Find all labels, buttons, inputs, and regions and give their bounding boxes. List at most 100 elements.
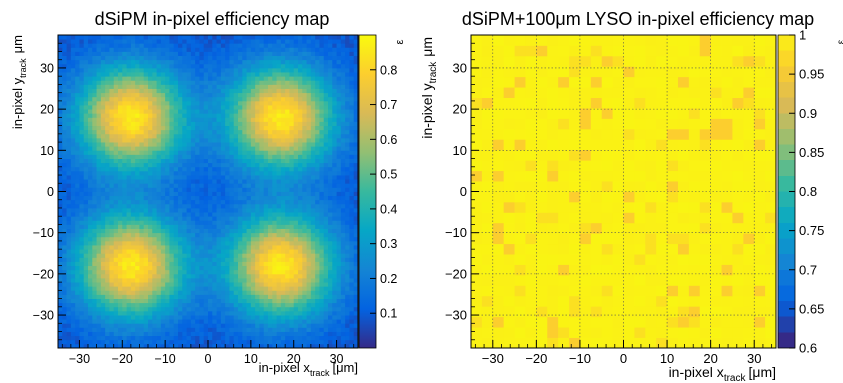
heatmap-cell — [220, 273, 226, 279]
heatmap-cell — [122, 224, 127, 229]
heatmap-cell — [152, 175, 157, 180]
heatmap-cell — [143, 117, 149, 122]
heatmap-cell — [75, 253, 80, 258]
heatmap-cell — [165, 302, 170, 308]
heatmap-cell — [276, 187, 282, 192]
heatmap-cell — [195, 290, 200, 295]
heatmap-cell — [83, 265, 89, 271]
heatmap-cell — [182, 216, 187, 221]
heatmap-cell — [238, 339, 243, 345]
heatmap-cell — [96, 142, 102, 147]
heatmap-cell — [315, 67, 320, 73]
heatmap-cell — [173, 113, 179, 118]
heatmap-cell — [203, 125, 209, 131]
heatmap-cell — [332, 55, 337, 61]
heatmap-cell — [75, 224, 80, 229]
heatmap-cell — [293, 319, 299, 324]
heatmap-cell — [246, 187, 252, 192]
heatmap-cell — [345, 183, 350, 188]
heatmap-cell — [263, 84, 269, 89]
heatmap-cell — [233, 343, 239, 349]
heatmap-cell — [272, 80, 277, 85]
heatmap-cell — [152, 88, 157, 94]
heatmap-cell — [195, 96, 200, 102]
heatmap-cell — [345, 245, 350, 250]
heatmap-cell — [332, 80, 337, 85]
heatmap-cell — [130, 302, 136, 308]
heatmap-cell — [332, 228, 337, 234]
heatmap-cell — [182, 269, 187, 275]
heatmap-cell — [255, 125, 260, 131]
heatmap-cell — [122, 117, 127, 122]
heatmap-cell — [92, 109, 97, 114]
heatmap-cell — [92, 232, 97, 238]
heatmap-cell — [195, 187, 200, 192]
heatmap-cell — [126, 343, 132, 349]
heatmap-cell — [118, 265, 123, 271]
heatmap-cell — [195, 88, 200, 94]
heatmap-cell — [169, 76, 175, 81]
heatmap-cell — [152, 105, 157, 110]
heatmap-cell — [66, 331, 72, 337]
heatmap-cell — [293, 175, 299, 180]
heatmap-cell — [280, 327, 286, 332]
heatmap-cell — [336, 216, 342, 221]
heatmap-cell — [199, 63, 205, 69]
heatmap-cell — [135, 339, 140, 345]
heatmap-cell — [203, 129, 209, 135]
heatmap-cell — [100, 117, 106, 122]
heatmap-cell — [336, 302, 342, 308]
heatmap-cell — [100, 232, 106, 238]
heatmap-cell — [345, 105, 350, 110]
heatmap-cell — [79, 310, 85, 316]
heatmap-cell — [246, 273, 252, 279]
heatmap-cell — [349, 286, 355, 291]
heatmap-cell — [212, 339, 217, 345]
heatmap-cell — [310, 298, 316, 304]
heatmap-cell — [310, 290, 316, 295]
heatmap-cell — [315, 175, 320, 180]
heatmap-cell — [225, 67, 230, 73]
heatmap-cell — [349, 109, 355, 114]
heatmap-cell — [130, 67, 136, 73]
heatmap-cell — [118, 335, 123, 341]
heatmap-cell — [83, 100, 89, 106]
heatmap-cell — [255, 253, 260, 258]
heatmap-cell — [148, 100, 153, 106]
heatmap-cell — [203, 339, 209, 345]
heatmap-cell — [58, 277, 63, 283]
heatmap-cell — [182, 142, 187, 147]
heatmap-cell — [62, 249, 67, 254]
heatmap-cell — [109, 216, 115, 221]
heatmap-cell — [92, 290, 97, 295]
heatmap-cell — [182, 315, 187, 320]
heatmap-cell — [190, 286, 196, 291]
heatmap-cell — [79, 249, 85, 254]
heatmap-cell — [319, 339, 325, 345]
heatmap-cell — [122, 80, 127, 85]
heatmap-cell — [332, 142, 337, 147]
heatmap-cell — [105, 294, 110, 299]
heatmap-cell — [113, 117, 119, 122]
heatmap-cell — [156, 319, 162, 324]
heatmap-cell — [349, 310, 355, 316]
heatmap-cell — [203, 80, 209, 85]
heatmap-cell — [83, 282, 89, 287]
heatmap-cell — [293, 302, 299, 308]
heatmap-cell — [255, 137, 260, 143]
heatmap-cell — [199, 84, 205, 89]
heatmap-cell — [306, 113, 312, 118]
heatmap-cell — [83, 63, 89, 69]
heatmap-cell — [70, 302, 76, 308]
heatmap-cell — [186, 137, 192, 143]
heatmap-cell — [62, 55, 67, 61]
heatmap-cell — [349, 55, 355, 61]
heatmap-cell — [238, 84, 243, 89]
heatmap-cell — [332, 273, 337, 279]
heatmap-cell — [268, 92, 273, 98]
heatmap-cell — [208, 339, 213, 345]
heatmap-cell — [122, 129, 127, 135]
heatmap-cell — [169, 253, 175, 258]
heatmap-cell — [285, 92, 290, 98]
heatmap-cell — [113, 269, 119, 275]
